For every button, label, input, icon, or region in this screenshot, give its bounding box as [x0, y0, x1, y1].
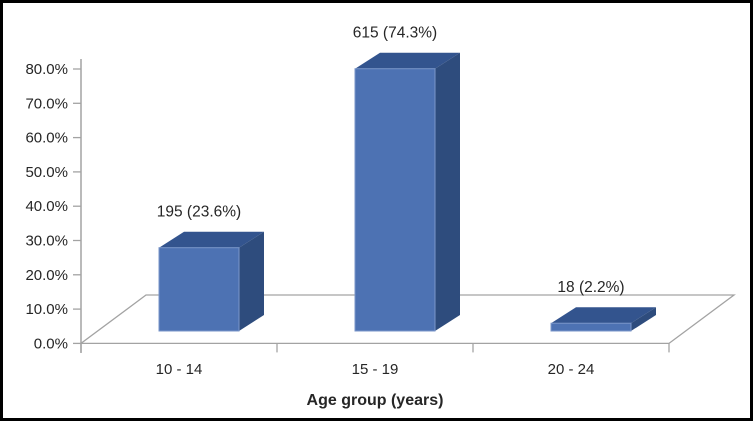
bar-front-face — [354, 68, 436, 332]
y-axis-tick-label: 50.0% — [25, 164, 68, 181]
y-axis-tick-label: 70.0% — [25, 95, 68, 112]
x-axis-category-label: 20 - 24 — [548, 361, 595, 378]
bar-side-face — [435, 52, 460, 331]
bar-front-face — [158, 247, 240, 332]
bar-data-label: 195 (23.6%) — [157, 204, 241, 221]
y-axis-tick-label: 10.0% — [25, 301, 68, 318]
bar-top-face — [551, 307, 656, 324]
bar-side-face — [239, 231, 264, 331]
bar-top-face — [355, 52, 460, 69]
y-axis-tick-label: 60.0% — [25, 130, 68, 147]
y-axis-tick-label: 40.0% — [25, 198, 68, 215]
y-axis-tick-label: 30.0% — [25, 233, 68, 250]
bar-data-label: 18 (2.2%) — [557, 279, 624, 296]
bar-front-face — [550, 322, 632, 332]
bar-data-label: 615 (74.3%) — [353, 25, 437, 42]
x-axis-category-label: 10 - 14 — [156, 361, 203, 378]
y-axis-tick-label: 80.0% — [25, 61, 68, 78]
x-axis-category-label: 15 - 19 — [352, 361, 399, 378]
y-axis-tick-label: 0.0% — [34, 335, 68, 352]
bar-side-face — [631, 307, 656, 331]
bar-top-face — [159, 231, 264, 248]
x-axis-title: Age group (years) — [307, 392, 444, 409]
y-axis-tick-label: 20.0% — [25, 267, 68, 284]
